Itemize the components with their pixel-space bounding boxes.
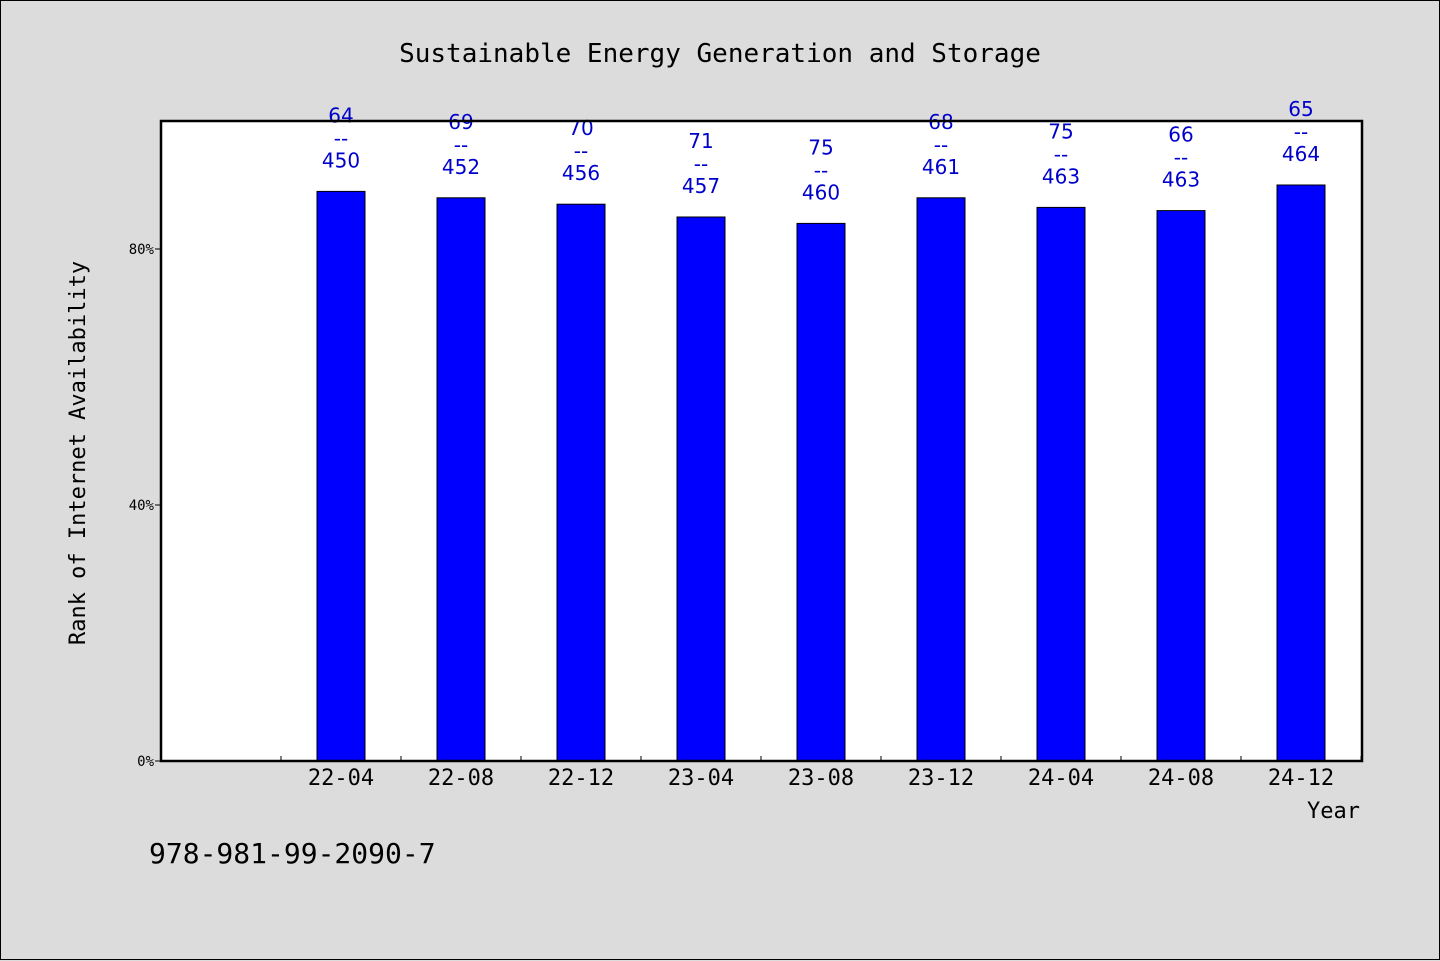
bar-24-12 [1276, 184, 1326, 762]
data-label-bottom: 460 [802, 180, 840, 204]
x-tick-label: 23-12 [908, 766, 974, 791]
x-tick-label: 24-04 [1028, 766, 1094, 791]
x-tick-label: 23-08 [788, 766, 854, 791]
x-tick-label: 24-08 [1148, 766, 1214, 791]
x-tick-label: 23-04 [668, 766, 734, 791]
data-label-separator: -- [574, 139, 588, 163]
data-label-top: 64 [328, 103, 353, 127]
data-label-bottom: 463 [1042, 164, 1080, 188]
data-label-separator: -- [934, 133, 948, 157]
data-label-bottom: 463 [1162, 168, 1200, 192]
data-label-bottom: 464 [1282, 142, 1320, 166]
data-label-separator: -- [694, 152, 708, 176]
bar-23-12 [916, 197, 966, 762]
y-tick-label: 0% [137, 754, 154, 770]
bar-23-04 [676, 216, 726, 762]
data-label-top: 66 [1168, 123, 1193, 147]
bar-24-08 [1156, 210, 1206, 762]
x-axis-ticks: 22-04 22-08 22-12 23-04 23-08 23-12 24-04 24-08… [280, 756, 1362, 791]
data-label-top: 75 [808, 135, 833, 159]
y-tick-label: 40% [129, 498, 155, 514]
x-tick-label: 22-08 [428, 766, 494, 791]
data-label-bottom: 450 [322, 148, 360, 172]
bar-23-08 [796, 222, 846, 762]
data-label-top: 65 [1288, 97, 1313, 121]
data-label-bottom: 456 [562, 161, 600, 185]
data-label-top: 75 [1048, 119, 1073, 143]
data-label-separator: -- [1294, 120, 1308, 144]
bar-24-04 [1036, 206, 1086, 762]
data-label-top: 71 [688, 129, 713, 153]
data-label-bottom: 457 [682, 174, 720, 198]
bar-22-08 [436, 197, 486, 762]
x-tick-label: 22-12 [548, 766, 614, 791]
y-tick-label: 80% [129, 242, 155, 258]
data-label-separator: -- [1174, 146, 1188, 170]
x-tick-label: 24-12 [1268, 766, 1334, 791]
bar-22-12 [556, 203, 606, 762]
bars-group [316, 184, 1326, 762]
x-axis-label: Year [1307, 799, 1360, 824]
y-axis-label: Rank of Internet Availability [66, 261, 91, 645]
data-label-bottom: 461 [922, 155, 960, 179]
data-label-separator: -- [334, 126, 348, 150]
data-label-separator: -- [1054, 142, 1068, 166]
bar-22-04 [316, 190, 366, 762]
data-label-separator: -- [454, 133, 468, 157]
y-axis-ticks: 0% 40% 80% [129, 242, 161, 770]
data-label-bottom: 452 [442, 155, 480, 179]
data-label-separator: -- [814, 158, 828, 182]
chart-title: Sustainable Energy Generation and Storag… [399, 39, 1041, 69]
x-tick-label: 22-04 [308, 766, 374, 791]
isbn-footer: 978-981-99-2090-7 [149, 837, 436, 870]
